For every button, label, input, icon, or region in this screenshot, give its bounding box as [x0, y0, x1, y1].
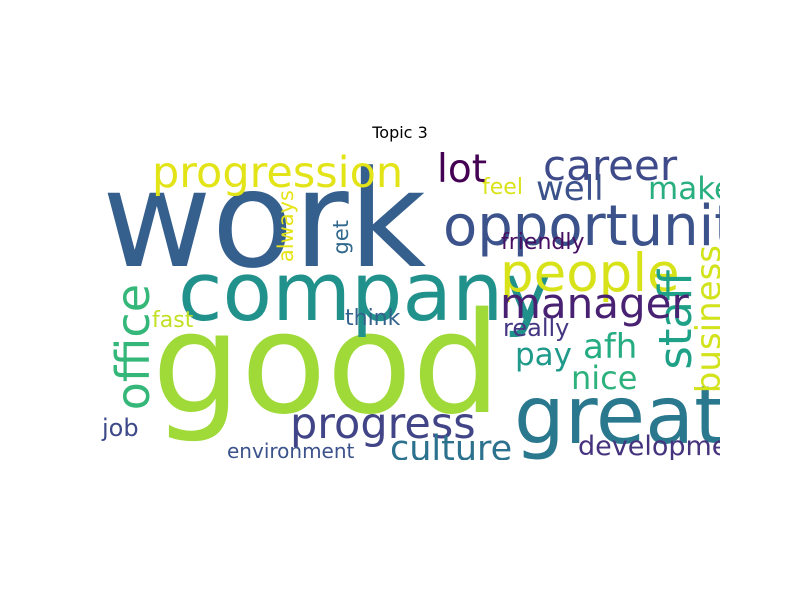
- word-good: good: [152, 283, 502, 446]
- word-office: office: [106, 284, 160, 411]
- word-fast: fast: [152, 308, 194, 333]
- word-lot: lot: [437, 150, 487, 192]
- word-afh: afh: [583, 327, 638, 367]
- word-business: business: [689, 245, 720, 394]
- word-pay: pay: [515, 337, 573, 373]
- word-think: think: [345, 306, 401, 331]
- word-company: company: [178, 246, 552, 340]
- word-great: great: [514, 369, 720, 460]
- word-get: get: [329, 220, 353, 255]
- word-manager: manager: [500, 279, 689, 328]
- word-friendly: friendly: [501, 230, 585, 255]
- word-development: development: [578, 431, 720, 460]
- word-culture: culture: [390, 429, 513, 461]
- word-nice: nice: [571, 359, 638, 397]
- word-really: really: [503, 314, 570, 342]
- chart-title: Topic 3: [372, 123, 428, 142]
- word-feel: feel: [482, 175, 523, 200]
- word-work: work: [102, 150, 427, 298]
- word-always: always: [274, 190, 298, 263]
- word-people: people: [500, 243, 680, 304]
- word-opportunity: opportunity: [443, 194, 720, 259]
- word-well: well: [536, 169, 604, 209]
- word-progression: progression: [152, 150, 404, 198]
- word-job: job: [102, 414, 139, 442]
- word-environment: environment: [227, 439, 355, 460]
- word-make: make: [648, 171, 720, 207]
- word-progress: progress: [290, 399, 476, 449]
- word-career: career: [543, 150, 678, 190]
